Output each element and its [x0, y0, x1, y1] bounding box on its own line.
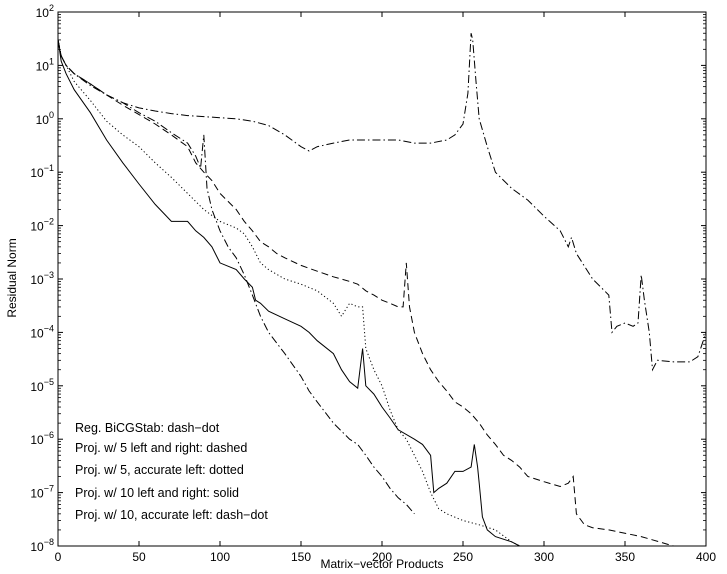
- series-lines: [57, 33, 707, 547]
- y-tick-label: 10−1: [30, 163, 54, 180]
- series-line-4: [57, 39, 520, 547]
- y-tick-label: 102: [36, 3, 54, 20]
- legend-entry-2: Proj. w/ 5 left and right: dashed: [75, 441, 247, 455]
- series-line-2: [57, 39, 706, 547]
- y-tick-label: 10−2: [30, 217, 54, 234]
- y-tick-label: 100: [36, 110, 54, 127]
- y-axis-label: Residual Norm: [5, 238, 19, 317]
- x-tick-label: 100: [210, 550, 230, 564]
- axis-ticks: [57, 11, 707, 547]
- x-tick-label: 200: [372, 550, 392, 564]
- x-tick-label: 400: [696, 550, 716, 564]
- x-tick-label: 150: [291, 550, 311, 564]
- y-tick-label: 10−8: [30, 537, 54, 554]
- legend-entry-1: Reg. BiCGStab: dash−dot: [75, 421, 220, 435]
- x-tick-label: 0: [55, 550, 62, 564]
- legend-entry-5: Proj. w/ 10, accurate left: dash−dot: [75, 508, 268, 522]
- series-line-1: [57, 33, 707, 372]
- series-line-5: [57, 39, 415, 515]
- legend: Reg. BiCGStab: dash−dot Proj. w/ 5 left …: [70, 410, 310, 528]
- x-tick-label: 250: [453, 550, 473, 564]
- x-tick-label: 300: [534, 550, 554, 564]
- y-tick-label: 10−4: [30, 323, 54, 340]
- tick-labels: 0 50 100 150 200 250 300 350 400 10−8 10−7 10−6 10−5…: [30, 3, 716, 564]
- y-tick-label: 10−3: [30, 270, 54, 287]
- legend-box: [70, 410, 310, 528]
- legend-entry-3: Proj. w/ 5, accurate left: dotted: [75, 463, 244, 477]
- x-tick-label: 50: [132, 550, 146, 564]
- y-tick-label: 10−7: [30, 484, 54, 501]
- y-tick-label: 10−5: [30, 377, 54, 394]
- series-line-3: [57, 39, 520, 547]
- x-axis-label: Matrix−vector Products: [320, 557, 443, 571]
- y-tick-label: 101: [36, 56, 54, 73]
- legend-entry-4: Proj. w/ 10 left and right: solid: [75, 486, 239, 500]
- y-tick-label: 10−6: [30, 430, 54, 447]
- x-tick-label: 350: [615, 550, 635, 564]
